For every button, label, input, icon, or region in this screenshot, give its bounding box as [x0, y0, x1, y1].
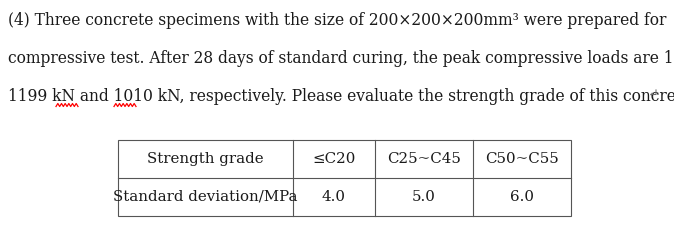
Text: 4.0: 4.0	[322, 190, 346, 204]
Text: compressive test. After 28 days of standard curing, the peak compressive loads a: compressive test. After 28 days of stand…	[8, 50, 674, 67]
Text: 6.0: 6.0	[510, 190, 534, 204]
Text: 1199 kN and 1010 kN, respectively. Please evaluate the strength grade of this co: 1199 kN and 1010 kN, respectively. Pleas…	[8, 88, 674, 105]
Text: C25~C45: C25~C45	[387, 152, 461, 166]
Text: (4) Three concrete specimens with the size of 200×200×200mm³ were prepared for: (4) Three concrete specimens with the si…	[8, 12, 667, 29]
Text: Standard deviation/MPa: Standard deviation/MPa	[113, 190, 298, 204]
Text: C50~C55: C50~C55	[485, 152, 559, 166]
Text: Strength grade: Strength grade	[147, 152, 264, 166]
Text: ↵: ↵	[648, 88, 658, 101]
Bar	[118, 140, 571, 216]
Text: 5.0: 5.0	[412, 190, 436, 204]
Text: ≤C20: ≤C20	[312, 152, 356, 166]
